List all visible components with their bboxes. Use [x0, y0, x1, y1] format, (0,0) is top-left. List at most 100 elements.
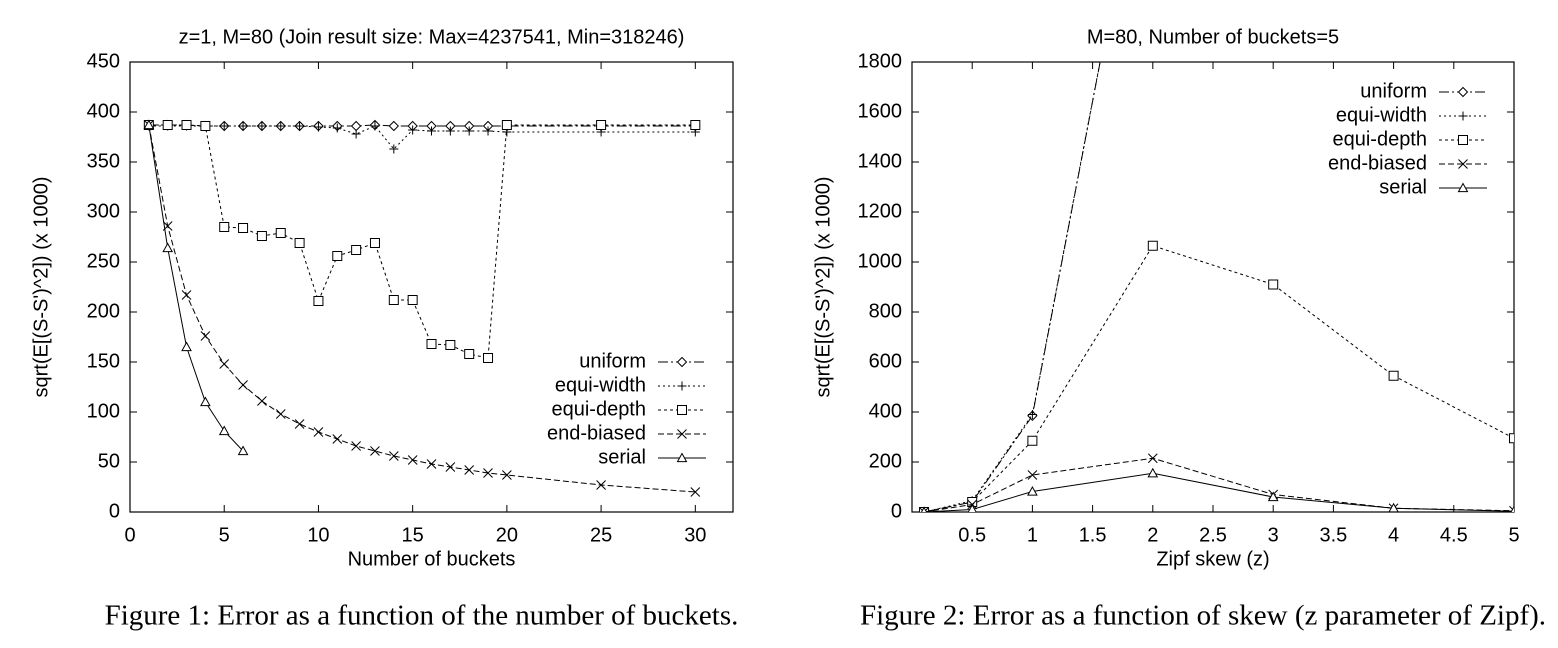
marker — [690, 487, 701, 497]
marker — [1027, 435, 1038, 446]
marker — [370, 446, 380, 456]
marker — [388, 451, 399, 461]
y-tick-label: 200 — [87, 300, 120, 322]
marker — [920, 506, 928, 512]
y-tick-label: 450 — [87, 50, 120, 72]
marker — [238, 121, 248, 131]
marker — [407, 295, 418, 305]
marker — [256, 231, 267, 241]
y-axis-label: sqrt(E[(S-S')^2]) (x 1000) — [812, 176, 834, 397]
legend-label: equi-width — [555, 374, 646, 396]
legend-label: equi-depth — [551, 398, 646, 420]
x-tick-label: 5 — [1508, 524, 1519, 546]
series-line — [924, 472, 1514, 512]
marker — [1458, 111, 1468, 121]
marker — [1458, 159, 1468, 169]
marker — [1457, 182, 1469, 193]
x-tick-label: 30 — [684, 524, 706, 546]
marker — [445, 126, 455, 136]
y-tick-label: 1200 — [858, 200, 903, 222]
marker — [1027, 485, 1038, 496]
marker — [181, 290, 192, 300]
marker — [388, 295, 399, 305]
marker — [200, 396, 211, 407]
marker — [294, 419, 305, 429]
y-tick-label: 1800 — [858, 50, 903, 72]
marker — [237, 445, 249, 456]
marker — [1388, 370, 1399, 381]
x-tick-label: 0.5 — [958, 524, 986, 546]
marker — [596, 480, 606, 490]
plot-area — [143, 119, 701, 497]
series-line — [923, 62, 1101, 512]
marker — [426, 339, 437, 349]
marker — [143, 119, 155, 130]
marker — [313, 427, 324, 437]
y-tick-label: 1600 — [858, 100, 903, 122]
marker — [464, 126, 474, 136]
marker — [351, 245, 362, 255]
y-tick-label: 400 — [87, 100, 120, 122]
marker — [218, 425, 230, 436]
legend-label: equi-depth — [1332, 128, 1427, 150]
marker — [219, 222, 230, 232]
marker — [351, 441, 361, 451]
marker — [1388, 502, 1399, 512]
chart-title: M=80, Number of buckets=5 — [1087, 26, 1339, 48]
marker — [483, 353, 494, 363]
marker — [967, 503, 977, 512]
series-line — [923, 457, 1514, 512]
x-axis-label: Number of buckets — [348, 548, 516, 570]
marker — [238, 380, 248, 390]
y-tick-label: 150 — [87, 350, 120, 372]
marker — [1147, 467, 1159, 478]
legend-label: serial — [1379, 176, 1427, 198]
legend-label: uniform — [1360, 80, 1427, 102]
series-line — [148, 124, 696, 493]
x-tick-label: 15 — [402, 524, 424, 546]
marker — [276, 121, 286, 131]
x-tick-label: 1.5 — [1079, 524, 1107, 546]
marker — [1509, 433, 1514, 444]
marker — [483, 468, 493, 478]
marker — [1510, 505, 1514, 512]
series-line — [148, 125, 696, 150]
marker — [1027, 410, 1037, 419]
series-line — [148, 124, 696, 127]
x-tick-label: 2 — [1147, 524, 1158, 546]
chart-title: z=1, M=80 (Join result size: Max=4237541… — [179, 26, 685, 48]
y-tick-label: 1400 — [858, 150, 903, 172]
y-tick-label: 250 — [87, 250, 120, 272]
y-tick-label: 350 — [87, 150, 120, 172]
y-tick-label: 50 — [98, 450, 120, 472]
plot-border — [911, 61, 1515, 513]
series-line — [923, 245, 1514, 512]
legend-label: equi-width — [1336, 104, 1427, 126]
marker — [677, 381, 687, 391]
marker — [294, 238, 305, 248]
plot-area — [918, 62, 1514, 512]
caption: Figure 1: Error as a function of the num… — [105, 600, 739, 632]
marker — [275, 409, 286, 419]
x-tick-label: 4.5 — [1440, 524, 1468, 546]
caption: Figure 2: Error as a function of skew (z… — [860, 600, 1546, 632]
marker — [596, 120, 607, 130]
marker — [219, 121, 229, 131]
marker — [351, 129, 361, 139]
marker — [967, 497, 978, 507]
y-tick-label: 0 — [891, 500, 902, 522]
marker — [295, 121, 305, 131]
marker — [501, 120, 512, 130]
series-line — [923, 62, 1101, 512]
marker — [350, 120, 362, 132]
x-tick-label: 3 — [1268, 524, 1279, 546]
marker — [332, 434, 343, 444]
plot-border — [129, 61, 734, 513]
x-tick-label: 20 — [496, 524, 518, 546]
x-tick-label: 0 — [124, 524, 135, 546]
marker — [181, 341, 192, 352]
marker — [502, 470, 512, 480]
marker — [1509, 505, 1514, 512]
marker — [370, 121, 380, 131]
marker — [257, 396, 267, 406]
